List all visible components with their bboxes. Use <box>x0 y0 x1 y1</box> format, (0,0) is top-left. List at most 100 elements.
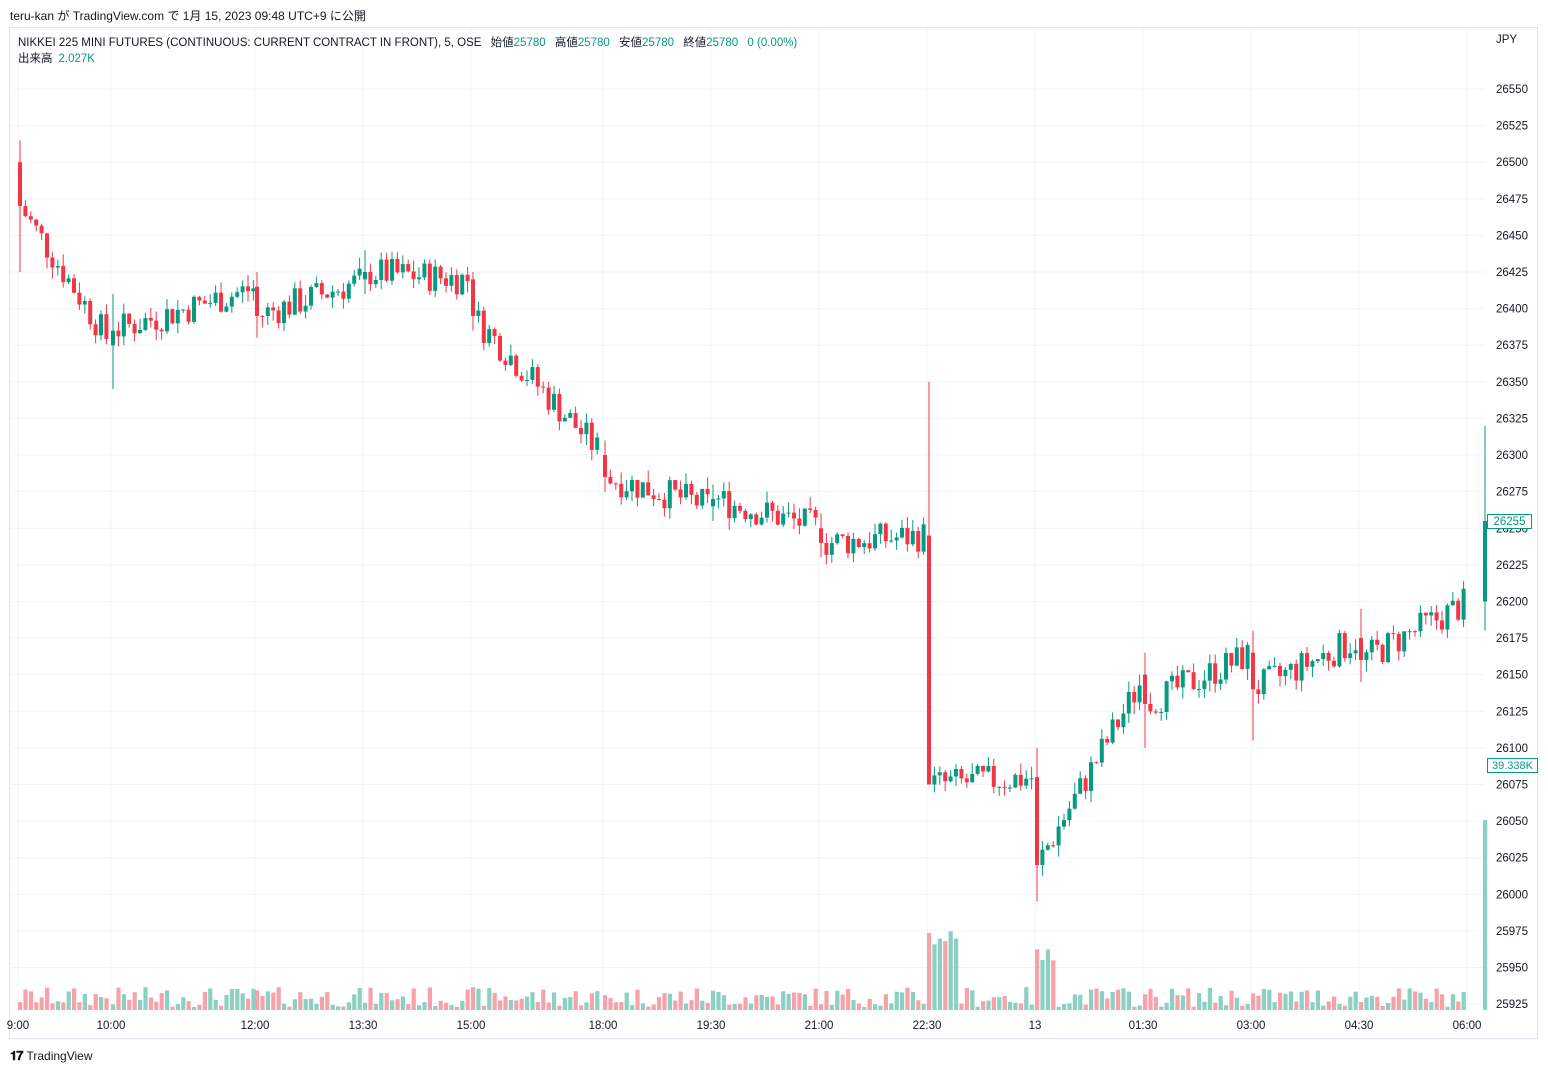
volume-bar <box>765 996 770 1010</box>
candle-body <box>165 309 169 332</box>
volume-bar <box>1375 996 1380 1010</box>
candle-body <box>1056 826 1061 846</box>
candle-body <box>1359 638 1363 661</box>
candle-body <box>235 292 240 297</box>
candle-body <box>503 360 508 366</box>
volume-bar <box>981 1001 986 1010</box>
volume-bar <box>1305 990 1310 1010</box>
volume-bar <box>889 1003 894 1010</box>
candle-body <box>1315 659 1320 662</box>
volume-bar <box>1310 1002 1315 1010</box>
volume-bar <box>613 1002 618 1010</box>
candle-body <box>422 263 427 278</box>
candle-body <box>28 216 33 220</box>
volume-bar <box>1186 988 1191 1010</box>
candle-body <box>1180 670 1185 688</box>
candle-body <box>1067 808 1072 821</box>
candle-body <box>1062 820 1066 827</box>
volume-bar <box>1191 1006 1196 1010</box>
volume-bar <box>154 1001 159 1010</box>
candle-body <box>357 268 362 276</box>
volume-bar <box>792 992 797 1010</box>
candle-body <box>1483 520 1487 602</box>
volume-bar <box>584 1002 589 1010</box>
candle-body <box>910 530 915 545</box>
candle-body <box>991 765 996 787</box>
candle-body <box>1364 652 1369 661</box>
volume-bar <box>240 993 245 1010</box>
volume-bar <box>851 999 856 1010</box>
candle-body <box>481 310 486 344</box>
volume-bar <box>1180 995 1185 1010</box>
candle-body <box>1434 612 1439 621</box>
candle-body <box>449 275 454 286</box>
candle-body <box>460 274 465 295</box>
volume-bar <box>608 998 613 1010</box>
volume-bar <box>384 992 389 1010</box>
volume-value: 2.027K <box>58 53 95 65</box>
y-tick-label: 26500 <box>1496 157 1528 169</box>
candle-body <box>138 329 142 334</box>
x-tick-label: 01:30 <box>1129 1020 1158 1032</box>
volume-bar <box>1018 1003 1023 1010</box>
y-tick-label: 26075 <box>1496 780 1528 792</box>
volume-bar <box>82 993 87 1010</box>
candle-body <box>514 355 519 376</box>
candle-body <box>93 324 98 336</box>
volume-bar <box>1083 1004 1088 1010</box>
volume-bar <box>23 989 28 1010</box>
volume-bar <box>373 1003 378 1010</box>
candle-body <box>395 258 400 273</box>
candle-body <box>1110 719 1115 743</box>
candle-body <box>1072 793 1077 809</box>
volume-bar <box>330 1004 335 1010</box>
volume-bar <box>716 991 721 1010</box>
candle-body <box>568 413 573 418</box>
candle-body <box>309 287 313 306</box>
volume-bar <box>552 992 557 1010</box>
volume-bar <box>28 991 33 1010</box>
candle-body <box>657 498 661 500</box>
volume-bar <box>1278 992 1283 1010</box>
volume-bar <box>867 998 872 1010</box>
candle-body <box>341 291 346 299</box>
volume-bar <box>927 932 932 1010</box>
low-label: 安値 <box>619 37 643 49</box>
candle-body <box>417 277 421 280</box>
candle-body <box>851 538 856 554</box>
volume-bar <box>535 1001 540 1010</box>
volume-bar <box>192 1006 197 1010</box>
candle-body <box>684 483 688 498</box>
volume-bar <box>1402 999 1407 1010</box>
candle-body <box>298 288 303 312</box>
volume-bar <box>1078 994 1083 1010</box>
volume-bar <box>1035 949 1040 1010</box>
y-tick-label: 26350 <box>1496 377 1528 389</box>
volume-bar <box>1099 991 1104 1010</box>
volume-bar <box>1067 1003 1072 1010</box>
volume-bar <box>336 1006 341 1010</box>
candle-body <box>584 422 589 435</box>
candle-body <box>530 367 535 380</box>
volume-bar <box>748 1003 753 1010</box>
volume-bar <box>287 1006 292 1010</box>
volume-bar <box>1332 996 1337 1010</box>
volume-bar <box>738 1003 743 1010</box>
candle-body <box>943 772 948 782</box>
volume-bar <box>246 998 251 1010</box>
volume-bar <box>754 995 759 1010</box>
candle-body <box>400 264 405 273</box>
candle-body <box>1321 652 1326 660</box>
volume-bar <box>910 991 915 1010</box>
volume-bar <box>229 988 234 1010</box>
volume-bar <box>819 1004 824 1010</box>
candle-body <box>1386 633 1390 662</box>
volume-bar <box>948 931 953 1010</box>
candle-body <box>921 524 926 552</box>
footer-brand[interactable]: 𝟏𝟕 TradingView <box>10 1048 93 1064</box>
candle-body <box>175 309 180 324</box>
candle-body <box>23 206 28 217</box>
publish-byline: teru-kan が TradingView.com で 1月 15, 2023… <box>10 9 366 23</box>
y-tick-label: 25925 <box>1496 999 1528 1011</box>
